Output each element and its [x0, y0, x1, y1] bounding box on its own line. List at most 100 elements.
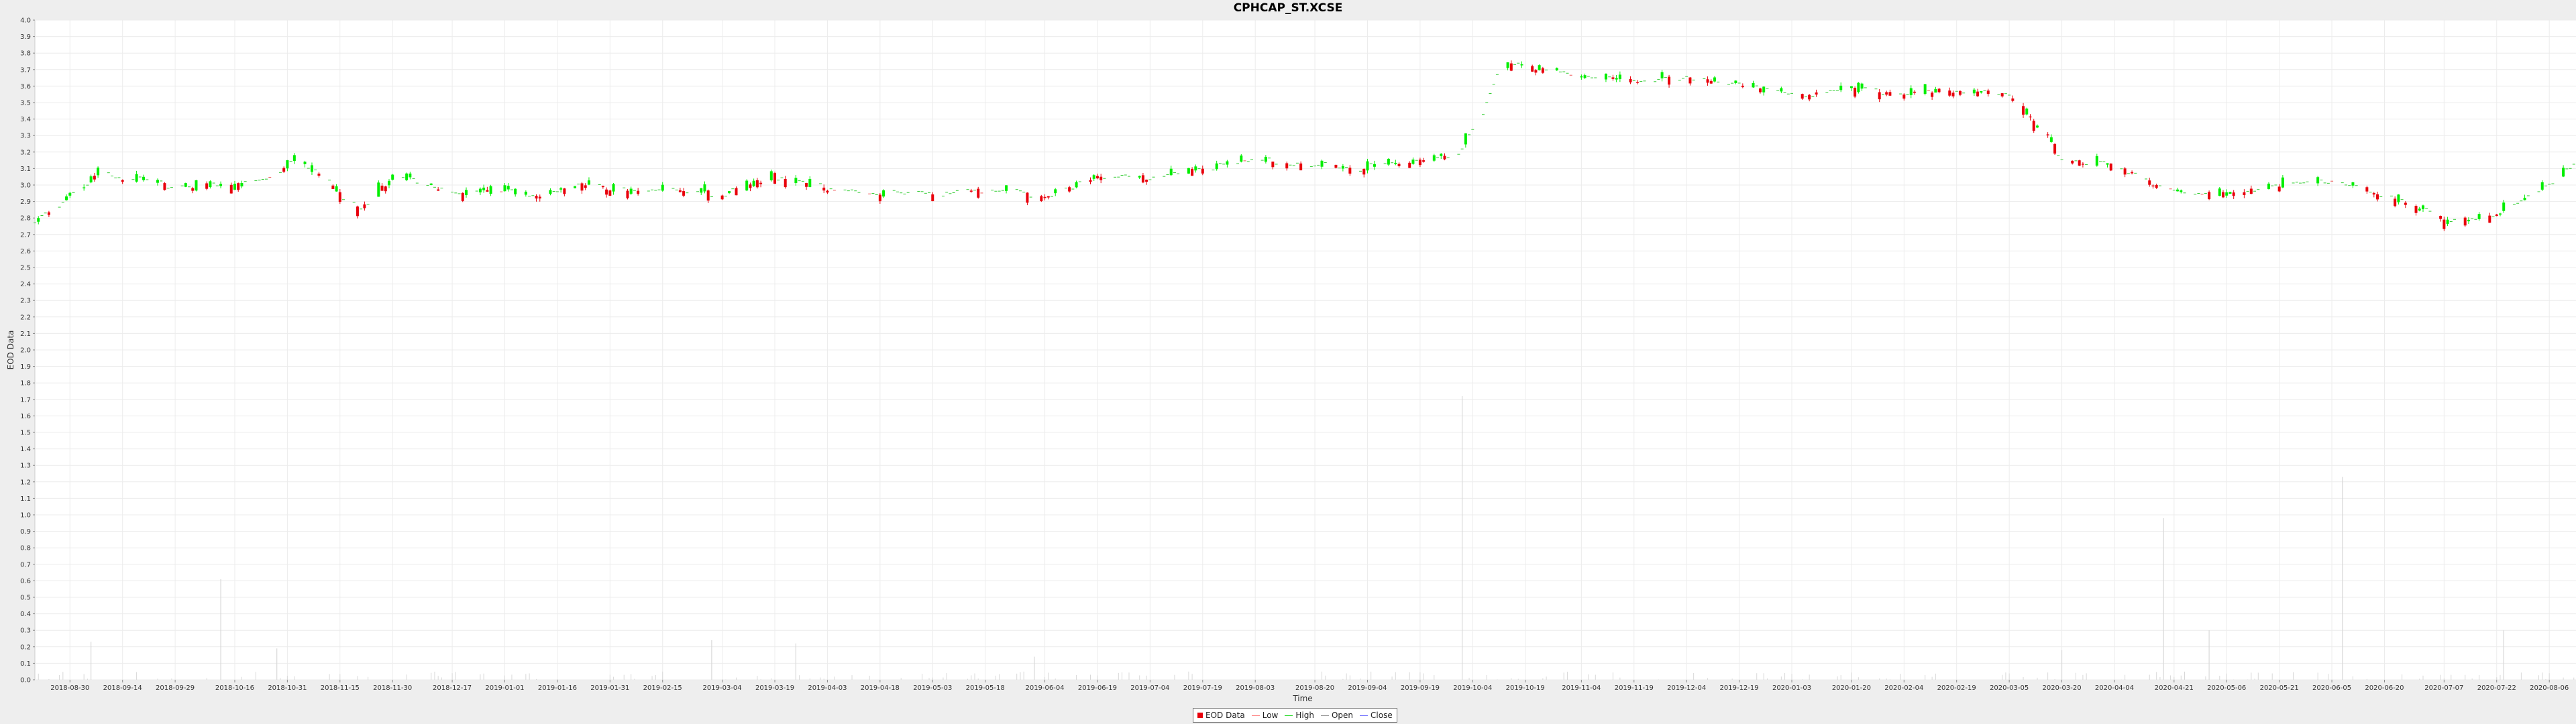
candle-body [524, 191, 527, 195]
candle-body [2049, 137, 2053, 142]
x-tick-label: 2020-01-20 [1832, 684, 1871, 692]
candle-body [1464, 133, 1467, 145]
candle-body [1341, 166, 1344, 169]
candle-body [2439, 216, 2443, 219]
x-tick-label: 2019-08-03 [1236, 684, 1275, 692]
y-tick-label: 1.7 [20, 396, 31, 404]
candle-body [1854, 88, 1857, 97]
candle-body [1299, 163, 1303, 171]
candle-body [794, 178, 798, 184]
candle-body [784, 179, 787, 188]
candle-body [1169, 168, 1173, 176]
candle-body [1948, 90, 1951, 96]
y-tick-label: 0.7 [20, 561, 31, 568]
y-tick-label: 2.2 [20, 314, 31, 321]
y-tick-label: 1.5 [20, 430, 31, 437]
candle-body [1538, 65, 1541, 70]
candle-body [2232, 192, 2235, 196]
candle-body [1397, 164, 1401, 166]
x-tick-label: 2019-12-04 [1667, 684, 1706, 692]
x-tick-label: 2019-01-16 [538, 684, 577, 692]
candle-body [1752, 82, 1755, 88]
candle-body [2180, 190, 2183, 192]
candle-body [464, 190, 468, 196]
candle-body [759, 182, 763, 184]
candle-body [805, 182, 808, 187]
x-tick-label: 2019-05-18 [966, 684, 1005, 692]
candle-body [2032, 121, 2035, 131]
candle-body [191, 188, 195, 191]
legend-item: EOD Data [1197, 711, 1245, 720]
candle-body [1432, 155, 1436, 161]
candle-body [700, 188, 703, 193]
candle-body [1387, 158, 1390, 165]
candle-body [1394, 162, 1397, 164]
candle-body [184, 183, 187, 187]
y-tick-label: 1.8 [20, 380, 31, 387]
x-tick-label: 2020-07-22 [2477, 684, 2516, 692]
candle-body [749, 184, 752, 188]
candle-body [2397, 194, 2400, 202]
candle-body [2477, 214, 2481, 219]
candle-body [2365, 187, 2369, 192]
y-tick-label: 4.0 [20, 17, 31, 25]
candle-body [1958, 90, 1962, 95]
x-tick-label: 2019-10-04 [1453, 684, 1492, 692]
y-tick-label: 0.3 [20, 627, 31, 635]
x-tick-label: 2019-09-19 [1401, 684, 1440, 692]
candle-body [1043, 196, 1046, 198]
candle-body [1509, 63, 1513, 71]
candle-body [1285, 163, 1289, 169]
y-tick-label: 3.6 [20, 83, 31, 90]
candle-body [486, 190, 489, 192]
y-tick-label: 2.4 [20, 281, 31, 288]
candle-body [2394, 198, 2397, 206]
candle-body [703, 184, 706, 192]
x-tick-label: 2019-06-19 [1078, 684, 1117, 692]
candle-body [1534, 70, 1538, 73]
candle-body [2131, 172, 2134, 174]
candle-body [1226, 161, 1229, 165]
candle-body [969, 190, 973, 192]
candle-body [2208, 192, 2211, 200]
candle-body [2351, 182, 2355, 186]
candle-body [163, 183, 166, 190]
y-tick-label: 0.8 [20, 545, 31, 552]
candle-body [1348, 168, 1352, 174]
x-tick-label: 2020-05-21 [2260, 684, 2299, 692]
y-tick-label: 2.6 [20, 248, 31, 255]
candle-body [409, 173, 412, 178]
candle-body [356, 206, 359, 217]
candle-body [2243, 192, 2246, 195]
candle-body [1931, 93, 1934, 97]
candle-body [2540, 182, 2544, 190]
candle-body [2316, 177, 2320, 184]
chart-title: CPHCAP_ST.XCSE [1233, 1, 1343, 15]
candle-body [65, 196, 68, 200]
candle-body [2495, 214, 2498, 217]
candle-body [2502, 202, 2506, 211]
y-tick-label: 2.1 [20, 330, 31, 338]
candle-body [706, 190, 710, 201]
candle-body [1583, 75, 1587, 78]
x-tick-label: 2019-01-01 [485, 684, 524, 692]
candle-body [2414, 205, 2418, 213]
candle-body [93, 176, 96, 180]
x-tick-label: 2019-04-18 [861, 684, 900, 692]
candle-body [2022, 106, 2025, 115]
x-tick-label: 2018-09-14 [103, 684, 142, 692]
x-tick-label: 2020-08-06 [2530, 684, 2569, 692]
candle-body [2222, 192, 2225, 198]
candle-body [1885, 92, 1888, 95]
candle-body [2155, 184, 2158, 188]
candle-body [2095, 156, 2098, 166]
candle-body [1668, 76, 1671, 85]
candle-body [826, 190, 829, 193]
candle-body [682, 191, 686, 196]
candle-body [237, 183, 240, 190]
candle-body [2218, 188, 2221, 196]
x-tick-label: 2019-08-20 [1295, 684, 1334, 692]
y-tick-label: 0.9 [20, 528, 31, 536]
candle-body [1099, 176, 1103, 180]
y-tick-label: 3.3 [20, 133, 31, 140]
